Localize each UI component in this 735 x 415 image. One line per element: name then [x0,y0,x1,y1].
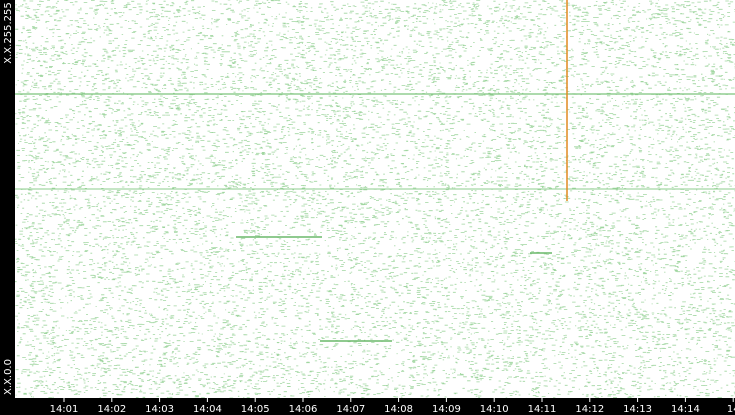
x-tick-label: 14:06 [289,404,318,415]
x-tick-label: 14:11 [528,404,557,415]
x-tick-label: 14:05 [241,404,270,415]
dot-texture [15,0,735,399]
x-tick-label: 14:09 [432,404,461,415]
x-tick-label: 14:12 [575,404,604,415]
x-tick-label: 14 [727,404,735,415]
x-tick-label: 14:10 [480,404,509,415]
traffic-dots [15,0,735,399]
x-tick-label: 14:04 [193,404,222,415]
x-tick-label: 14:13 [623,404,652,415]
y-axis-bottom-label: X.X.0.0 [3,359,14,395]
y-axis-top-label: X.X.255.255 [3,2,14,63]
x-tick-label: 14:01 [50,404,79,415]
x-axis: 14:01 14:02 14:03 14:04 14:05 14:06 14:07 14:08… [50,398,735,415]
x-tick-label: 14:14 [671,404,700,415]
x-axis-bar [0,398,735,415]
x-tick-label: 14:07 [336,404,365,415]
x-tick-label: 14:02 [97,404,126,415]
y-axis-bar [0,0,15,415]
x-tick-label: 14:08 [384,404,413,415]
x-tick-label: 14:03 [145,404,174,415]
